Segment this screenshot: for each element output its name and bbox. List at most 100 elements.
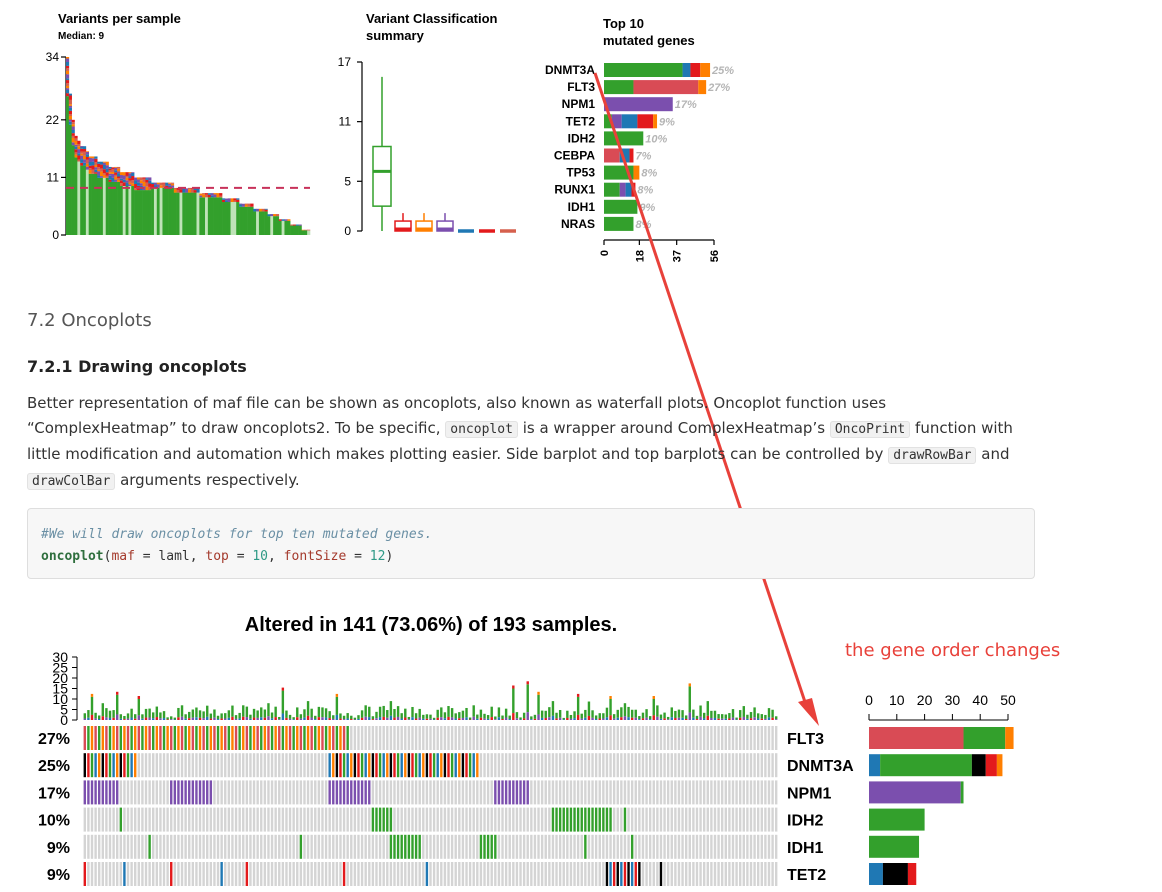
top-bar-segment (303, 709, 306, 718)
top-bar-segment (519, 717, 522, 720)
oncoplot-cell (764, 834, 767, 859)
oncoplot-cell (540, 780, 544, 805)
top-bar-segment (764, 718, 767, 720)
top-bar-segment (476, 714, 479, 719)
top-bar-segment (263, 717, 267, 720)
sample-bar (182, 187, 186, 235)
oncoplot-cell (224, 753, 227, 778)
oncoplot-cell (551, 726, 555, 750)
oncoplot-cell (569, 780, 573, 805)
top-bar-segment (530, 719, 533, 720)
oncoplot-cell (216, 780, 220, 805)
oncoplot-cell (753, 753, 756, 778)
code-block[interactable]: #We will draw oncoplots for top ten muta… (27, 508, 1035, 579)
bar-segment (105, 177, 109, 235)
oncoplot-cell (119, 834, 123, 859)
gene-percent-label: 9% (639, 202, 655, 214)
oncoplot-cell (602, 862, 605, 886)
top-bar-segment (746, 718, 749, 720)
oncoplot-cell (573, 862, 576, 886)
sample-bar (179, 187, 183, 235)
oncoplot-cell (152, 807, 155, 832)
top-bar-segment (645, 709, 648, 718)
top-bar-segment (731, 717, 735, 720)
oncoplot-cell (767, 780, 771, 805)
top-bar-segment (389, 701, 393, 716)
bar-segment (284, 219, 288, 221)
oncoplot-cell (753, 862, 756, 886)
oncoplot-cell (198, 862, 202, 886)
oncoplot-cell (141, 834, 144, 859)
bar-segment (301, 229, 305, 231)
side-bar-segment (869, 863, 883, 885)
classification-box (415, 213, 433, 232)
oncoplot-cell (746, 834, 749, 859)
sample-bar (273, 214, 277, 235)
bar-segment (122, 182, 126, 186)
oncoplot-cell (764, 753, 767, 778)
bar-segment (239, 204, 243, 207)
oncoplot-cell (429, 726, 432, 750)
sample-top-bar (702, 712, 706, 720)
top-bar-segment (162, 711, 166, 719)
oncoplot-cell (418, 780, 421, 805)
top-bar-segment (566, 710, 569, 718)
bar-segment (77, 149, 81, 154)
oncoplot-cell (278, 780, 281, 805)
oncoplot-cell (533, 862, 537, 886)
oncoplot-cell (249, 834, 252, 859)
top-bar-segment (83, 718, 87, 720)
oncoplot-cell (519, 780, 522, 805)
oncoplot-cell (134, 726, 137, 750)
oncoplot-cell (425, 862, 429, 886)
bar-segment (77, 159, 81, 162)
oncoplot-cell (396, 780, 400, 805)
oncoplot-cell (548, 726, 551, 750)
sample-bar (199, 193, 203, 235)
sample-top-bar (497, 707, 501, 720)
bar-segment (68, 95, 72, 100)
oncoplot-cell (706, 780, 709, 805)
oncoplot-cell (213, 862, 216, 886)
sample-top-bar (483, 713, 486, 720)
oncoplot-cell (224, 862, 227, 886)
top-bar-segment (450, 717, 454, 720)
bar-segment (145, 178, 149, 180)
top-bar-segment (195, 707, 198, 718)
oncoplot-cell (652, 834, 655, 859)
oncoplot-cell (670, 862, 673, 886)
bar-segment (66, 74, 70, 79)
top-bar-segment (101, 703, 105, 717)
oncoplot-cell (479, 862, 483, 886)
oncoplot-cell (364, 862, 367, 886)
top-bar-segment (742, 716, 745, 720)
oncoplot-cell (724, 862, 727, 886)
oncoplot-cell (717, 862, 720, 886)
oncoplot-cell (148, 753, 151, 778)
oncoplot-cell (555, 834, 558, 859)
oncoplot-cell (249, 807, 252, 832)
sample-bar (71, 119, 75, 235)
oncoplot-cell (328, 807, 331, 832)
sample-top-bar (692, 709, 695, 720)
top-y-tick-label: 20 (52, 670, 68, 686)
oncoplot-cell (249, 726, 252, 750)
oncoplot-cell (170, 862, 173, 886)
oncoplot-cell (494, 834, 497, 859)
oncoplot-cell (634, 862, 637, 886)
oncoplot-cell (468, 726, 472, 750)
top-bar-segment (184, 718, 187, 720)
oncoplot-cell (342, 834, 346, 859)
oncoplot-cell (296, 780, 299, 805)
oncoplot-cell (731, 753, 735, 778)
top-bar-segment (256, 717, 259, 720)
oncoplot-cell (126, 753, 130, 778)
oncoplot-cell (753, 780, 756, 805)
oncoplot-cell (299, 726, 303, 750)
bar-segment (307, 230, 311, 235)
oncoplot-cell (490, 780, 493, 805)
oncoplot-cell (486, 807, 490, 832)
bar-segment (151, 187, 155, 235)
oncoplot-cell (530, 726, 533, 750)
oncoplot-cell (177, 807, 180, 832)
